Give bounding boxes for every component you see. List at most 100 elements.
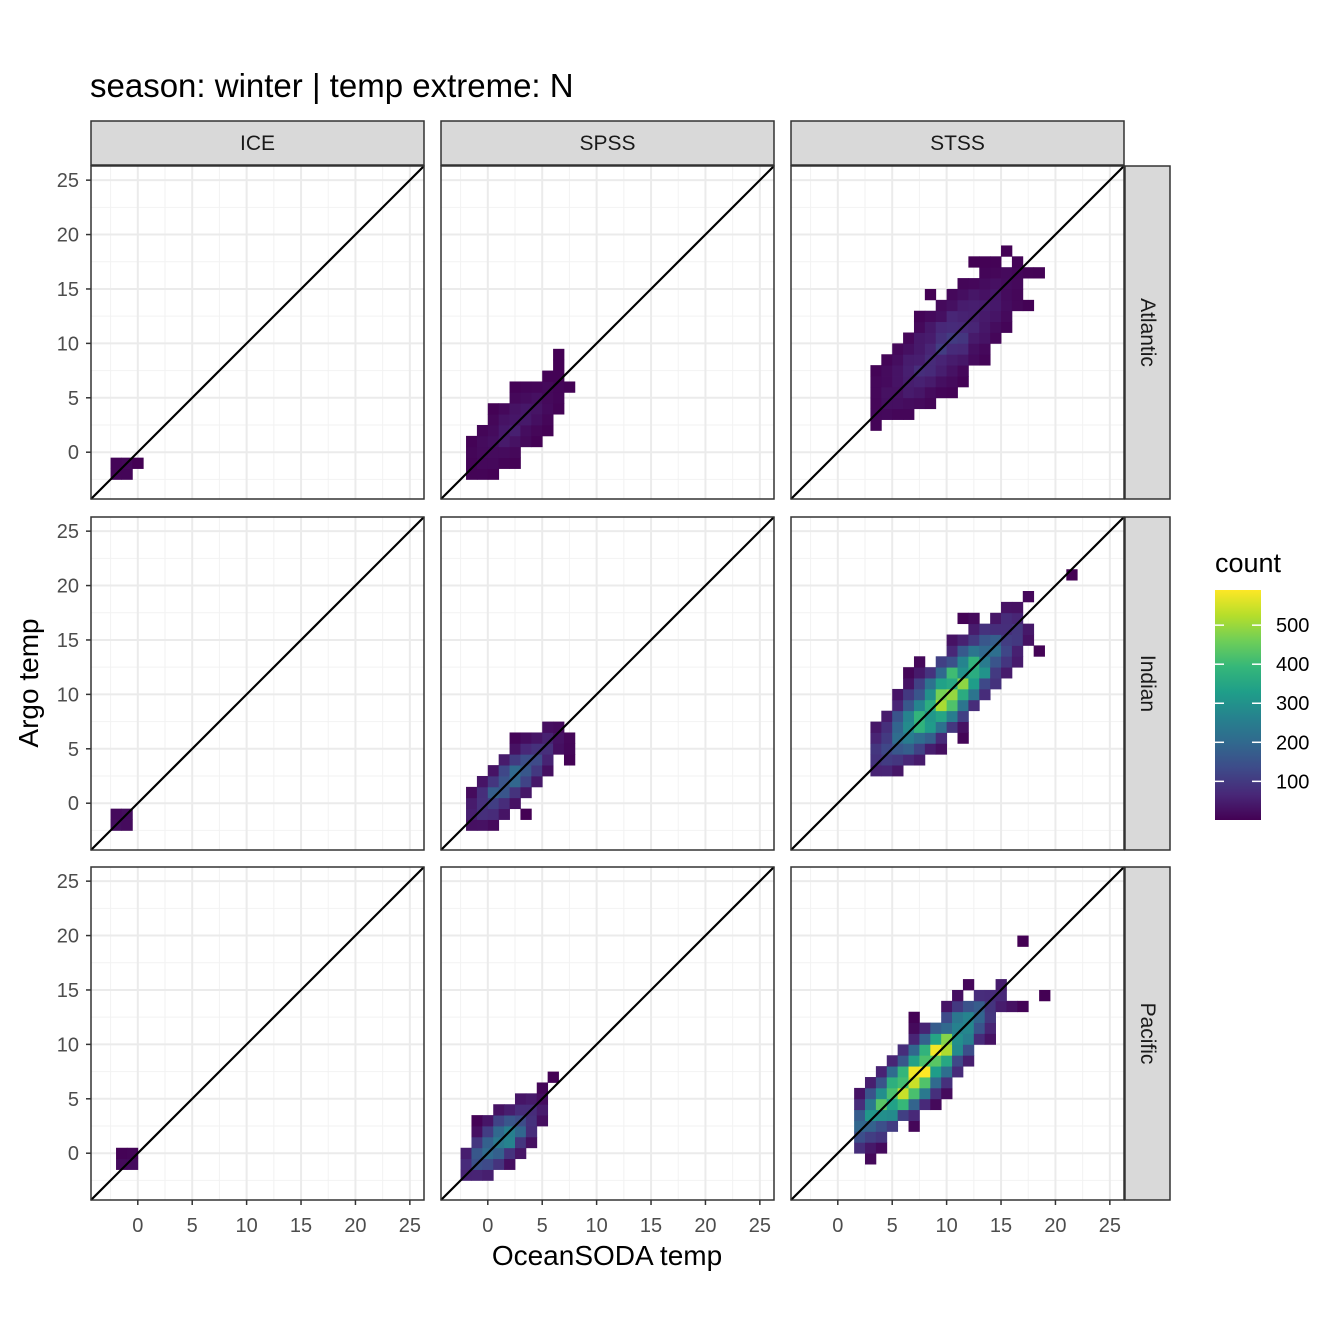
identity-line [790,165,1125,500]
heatmap-bin [952,1000,964,1013]
y-tick-label: 20 [57,926,79,948]
heatmap-bin [886,1077,899,1089]
heatmap-bin [968,667,980,679]
chart-title: season: winter | temp extreme: N [90,67,574,104]
strip-label: Indian [1136,655,1159,712]
heatmap-bin [476,776,489,788]
heatmap-bin [913,332,926,344]
heatmap-bin [935,321,948,333]
panel-border [790,516,1125,851]
heatmap-bin [968,699,980,712]
identity-line [90,165,425,500]
heatmap-bin [892,721,904,733]
heatmap-bin [881,365,893,377]
heatmap-bin [110,808,122,820]
heatmap-bin [935,299,948,312]
identity-line [790,516,1125,851]
facet-panel [790,516,1125,851]
heatmap-bin [460,1158,472,1170]
heatmap-bin [913,699,926,712]
heatmap-bin [919,1077,931,1089]
heatmap-bin [476,446,489,459]
heatmap-bin [476,457,489,469]
heatmap-bin [1017,935,1029,947]
heatmap-bin [979,332,991,344]
heatmap-bin [854,1120,866,1132]
heatmap-bin [941,1044,953,1056]
facet-strip-top: SPSS [440,120,775,166]
facet-strip-right: Atlantic [1124,165,1171,500]
heatmap-bin [908,1033,920,1045]
count-legend: count 100 200 300 400 500 [1215,548,1309,820]
heatmap-bin [482,1126,494,1138]
heatmap-bin [979,343,991,355]
heatmap-bin [542,743,554,755]
heatmap-bin [1011,623,1024,635]
heatmap-bin [487,786,500,799]
heatmap-bin [870,765,882,777]
heatmap-bin [903,343,915,355]
heatmap-bin [870,386,882,399]
heatmap-bin [1006,1000,1018,1013]
heatmap-bin [979,321,991,333]
heatmap-bin [886,1055,899,1067]
heatmap-bin [892,743,904,755]
heatmap-bin [1001,656,1013,668]
heatmap-bin [1066,569,1078,581]
heatmap-bin [875,1087,888,1100]
heatmap-bin [116,1158,128,1170]
heatmap-bin [903,732,915,744]
heatmap-bin [968,656,980,668]
heatmap-bin [979,667,991,679]
heatmap-bin [924,743,937,755]
heatmap-bin [525,1115,538,1127]
identity-line [790,866,1125,1201]
heatmap-bin [946,321,958,333]
heatmap-bin [941,1077,953,1089]
heatmap-bin [941,1000,953,1013]
heatmap-bin [498,435,510,448]
heatmap-bin [990,310,1002,323]
heatmap-bin [908,1098,920,1111]
heatmap-bin [509,776,521,788]
heatmap-bin [1011,601,1024,614]
facet-strip-top: STSS [790,120,1125,166]
heatmap-bin [957,645,969,657]
heatmap-bin [903,365,915,377]
heatmap-bin [854,1142,866,1154]
heatmap-bin [924,332,937,344]
heatmap-bin [962,1033,975,1045]
heatmap-bin [875,1120,888,1132]
heatmap-bin [126,1158,139,1170]
heatmap-bin [962,1044,975,1056]
heatmap-bin [957,721,969,733]
heatmap-bin [924,721,937,733]
heatmap-bin [1001,288,1013,301]
heatmap-bin [903,332,915,344]
heatmap-bin [487,776,500,788]
heatmap-bin [990,678,1002,690]
heatmap-bin [487,414,500,426]
heatmap-bin [903,386,915,399]
x-tick-label: 5 [187,1215,198,1237]
strip-label: STSS [930,132,985,155]
heatmap-bin [892,365,904,377]
heatmap-bin [1022,267,1035,279]
heatmap-bin [509,754,521,766]
panel-border [790,866,1125,1201]
identity-line [440,165,775,500]
heatmap-bin [466,808,478,820]
x-tick-label: 20 [694,1215,716,1237]
strip-background [1124,165,1171,500]
heatmap-bin [476,468,489,480]
heatmap-bin [930,1022,942,1034]
heatmap-bin [531,425,543,437]
heatmap-bin [990,623,1002,635]
x-tick-label: 5 [537,1215,548,1237]
heatmap-bin [531,732,543,744]
heatmap-bin [913,397,926,410]
heatmap-bin [957,354,969,366]
heatmap-bin [946,376,958,388]
heatmap-bin [870,754,882,766]
heatmap-bin [875,1131,888,1143]
